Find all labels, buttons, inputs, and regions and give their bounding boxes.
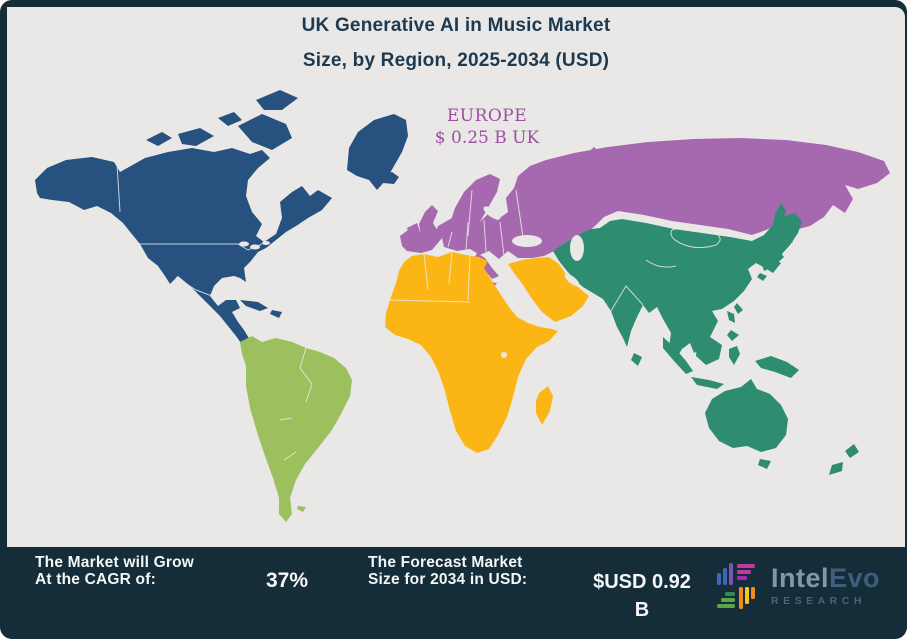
intelevo-logo-text: IntelEvo RESEARCH <box>771 565 880 607</box>
cagr-label-line-2: At the CAGR of: <box>35 570 156 588</box>
intelevo-logo-icon <box>717 563 755 609</box>
region-middle-east-africa <box>385 252 589 453</box>
region-south-america <box>240 336 352 522</box>
world-map-area: UK Generative AI in Music Market Size, b… <box>7 7 905 547</box>
intelevo-logo-name: IntelEvo <box>771 565 880 592</box>
region-asia-pacific <box>553 203 859 475</box>
logo-name-part2: Evo <box>829 563 881 594</box>
stats-footer: The Market will Grow At the CAGR of: 37%… <box>7 547 905 638</box>
region-north-america <box>35 90 408 350</box>
title-line-1: UK Generative AI in Music Market <box>301 15 611 36</box>
title-line-2: Size, by Region, 2025-2034 (USD) <box>302 50 610 71</box>
forecast-value-line-1: $USD 0.92 <box>593 571 691 593</box>
country-borders <box>116 163 721 461</box>
cagr-label: The Market will Grow At the CAGR of: <box>35 554 195 588</box>
logo-name-part1: Intel <box>771 563 830 594</box>
cagr-label-line-1: The Market will Grow <box>35 554 195 571</box>
intelevo-logo-subtitle: RESEARCH <box>771 595 866 608</box>
europe-annotation-value: $ 0.25 B UK <box>434 128 540 148</box>
water-bodies <box>239 206 584 358</box>
forecast-label-line-1: The Forecast Market <box>368 554 523 571</box>
forecast-label: The Forecast Market Size for 2034 in USD… <box>368 554 528 588</box>
forecast-value-line-2: B <box>634 599 650 621</box>
forecast-label-line-2: Size for 2034 in USD: <box>368 570 528 588</box>
intelevo-logo: IntelEvo RESEARCH <box>709 554 899 618</box>
region-europe-russia <box>400 138 890 288</box>
world-map <box>35 90 890 522</box>
cagr-value: 37% <box>265 569 309 592</box>
europe-annotation: EUROPE $ 0.25 B UK <box>407 106 567 148</box>
forecast-value: $USD 0.92 B <box>582 568 702 624</box>
chart-title: UK Generative AI in Music Market Size, b… <box>7 15 905 72</box>
europe-annotation-region: EUROPE <box>446 106 528 126</box>
